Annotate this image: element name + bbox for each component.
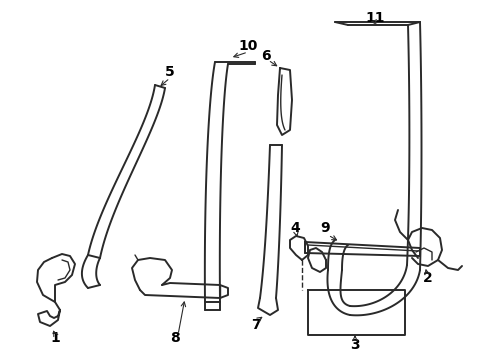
- Text: 2: 2: [423, 271, 433, 285]
- Text: 1: 1: [50, 331, 60, 345]
- Text: 6: 6: [261, 49, 271, 63]
- Text: 5: 5: [165, 65, 175, 79]
- Text: 11: 11: [365, 11, 385, 25]
- Text: 4: 4: [290, 221, 300, 235]
- Text: 10: 10: [238, 39, 258, 53]
- Text: 7: 7: [251, 318, 261, 332]
- Text: 9: 9: [320, 221, 330, 235]
- Text: 3: 3: [350, 338, 360, 352]
- Text: 8: 8: [170, 331, 180, 345]
